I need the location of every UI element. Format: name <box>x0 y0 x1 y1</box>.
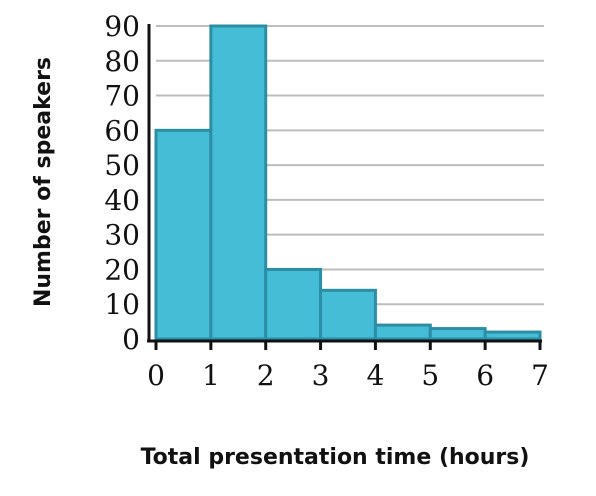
x-tick-label: 3 <box>312 359 330 392</box>
y-tick-label: 30 <box>104 219 140 252</box>
axis-ticks <box>154 341 542 350</box>
y-tick-label: 50 <box>104 149 140 182</box>
histogram-bar <box>209 24 268 341</box>
x-axis-title: Total presentation time (hours) <box>141 445 530 470</box>
y-tick-label: 80 <box>104 45 140 78</box>
y-tick-label: 40 <box>104 184 140 217</box>
y-tick-label: 0 <box>122 323 140 356</box>
histogram-bar <box>264 267 323 341</box>
x-tick-label: 1 <box>202 359 220 392</box>
y-tick-label: 70 <box>104 80 140 113</box>
x-tick-label: 4 <box>367 359 385 392</box>
histogram-bar <box>373 323 432 341</box>
x-tick-label: 6 <box>476 359 494 392</box>
x-tick-label: 2 <box>257 359 275 392</box>
y-tick-label: 10 <box>104 288 140 321</box>
histogram-bar <box>483 330 542 341</box>
histogram-bar <box>319 288 377 341</box>
x-tick-label: 7 <box>531 359 549 392</box>
histogram-bar <box>154 128 213 341</box>
histogram-bar <box>428 327 487 341</box>
y-axis-title: Number of speakers <box>31 57 56 307</box>
histogram-bars <box>154 24 542 341</box>
y-tick-label: 60 <box>104 114 140 147</box>
y-tick-label: 90 <box>104 10 140 43</box>
axes <box>147 24 542 343</box>
x-tick-label: 5 <box>421 359 439 392</box>
x-tick-label: 0 <box>147 359 165 392</box>
y-tick-label: 20 <box>104 253 140 286</box>
